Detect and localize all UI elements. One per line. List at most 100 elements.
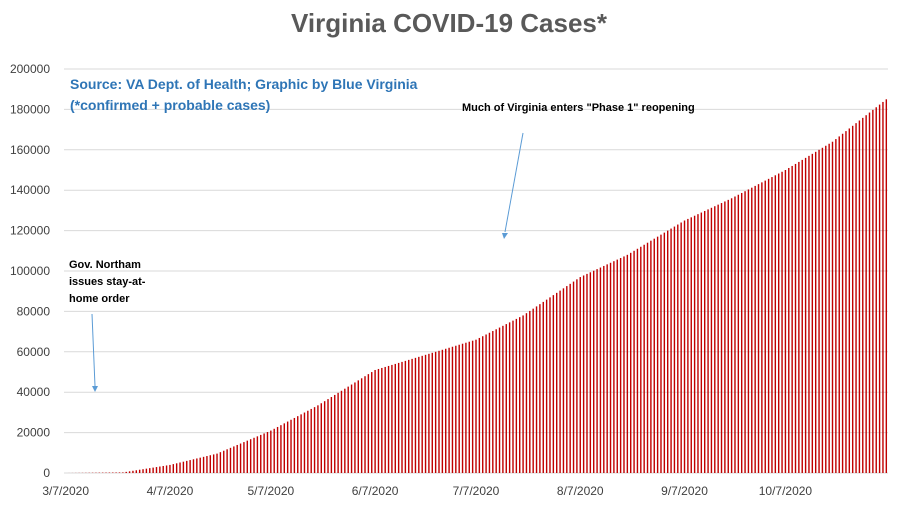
y-tick-label: 100000 (10, 264, 50, 278)
bar (744, 191, 746, 473)
bar (868, 112, 871, 474)
bar (330, 397, 333, 473)
bar (455, 345, 457, 473)
bar (431, 352, 433, 473)
stay-home-arrowhead (92, 386, 98, 392)
bar (169, 464, 171, 473)
bar (212, 454, 215, 473)
y-tick-label: 120000 (10, 224, 50, 238)
bar (636, 248, 639, 473)
bar (552, 295, 555, 473)
x-tick-label: 10/7/2020 (759, 484, 813, 498)
bar (182, 461, 185, 473)
bar (263, 433, 265, 473)
bar (525, 313, 528, 473)
bar (421, 355, 423, 473)
y-tick-label: 200000 (10, 62, 50, 76)
bar (475, 339, 477, 473)
bar (253, 437, 255, 473)
stay-home-line: home order (69, 293, 130, 305)
bar (260, 434, 262, 473)
bar (408, 359, 410, 473)
bar (828, 143, 830, 474)
x-tick-label: 8/7/2020 (557, 484, 604, 498)
bar (297, 416, 299, 473)
bar (774, 175, 777, 474)
bar (764, 180, 766, 474)
axis: 0 20000 40000 60000 80000 100000 120000 140000 1… (10, 62, 812, 498)
bar (646, 242, 649, 473)
stay-home-line: Gov. Northam (69, 259, 141, 271)
bar (414, 357, 417, 473)
bar (613, 261, 615, 473)
bar (239, 443, 242, 473)
y-tick-label: 0 (43, 466, 50, 480)
bar (249, 439, 252, 473)
bar (707, 209, 709, 473)
x-tick-label: 6/7/2020 (352, 484, 399, 498)
bar (307, 410, 309, 473)
bar (125, 471, 127, 473)
bar (670, 228, 672, 473)
bar (801, 159, 803, 473)
bar (656, 236, 659, 473)
bar (673, 226, 676, 473)
bar (138, 469, 141, 473)
bar (502, 325, 504, 473)
bar (858, 120, 861, 473)
bar (233, 446, 235, 473)
bar (593, 270, 595, 473)
bar (142, 469, 144, 473)
bar (404, 360, 407, 473)
x-tick-label: 5/7/2020 (247, 484, 294, 498)
bar (149, 468, 151, 473)
bar (115, 472, 117, 473)
bar (196, 458, 198, 473)
x-tick-label: 9/7/2020 (661, 484, 708, 498)
bar (145, 468, 148, 473)
phase1-arrow (504, 132, 524, 233)
bar (441, 349, 444, 473)
source-note: Source: VA Dept. of Health; Graphic by B… (70, 74, 417, 116)
y-tick-label: 80000 (17, 304, 51, 318)
y-tick-label: 20000 (17, 426, 51, 440)
bar (236, 444, 238, 473)
bar (152, 467, 154, 473)
bar (566, 286, 568, 473)
bar (522, 315, 524, 473)
bar (243, 442, 245, 473)
bar (495, 329, 497, 473)
bar (162, 465, 164, 473)
bar (135, 470, 138, 473)
bar (175, 463, 178, 473)
bar (165, 465, 168, 473)
bar (703, 210, 706, 473)
bar (539, 304, 541, 473)
bar (862, 117, 864, 473)
bar (630, 252, 632, 473)
bar (394, 363, 396, 473)
bar (559, 290, 561, 473)
bar (825, 145, 827, 473)
bar (562, 288, 565, 473)
bar (273, 428, 275, 473)
bar (371, 372, 373, 473)
bar (391, 364, 393, 473)
bar (246, 440, 249, 473)
bar (814, 151, 817, 473)
bar (179, 462, 181, 473)
bar (811, 153, 814, 473)
stay-home-arrow (91, 313, 96, 387)
bar (280, 425, 282, 473)
bar (777, 173, 780, 473)
bar (229, 447, 232, 473)
bar (216, 453, 218, 473)
phase1-annotation: Much of Virginia enters "Phase 1" reopen… (462, 102, 695, 114)
bar (835, 139, 837, 473)
bar (623, 256, 625, 473)
bar (323, 401, 326, 473)
bar (586, 273, 588, 473)
bar (589, 272, 592, 473)
bar (582, 275, 585, 473)
bar (505, 324, 507, 473)
